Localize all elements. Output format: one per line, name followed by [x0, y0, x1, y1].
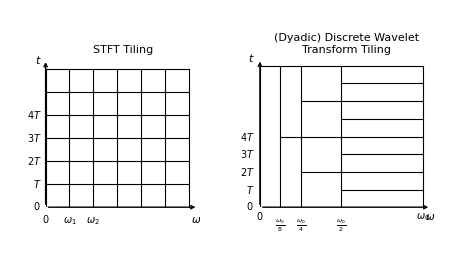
Text: $t$: $t$ [248, 52, 254, 64]
Text: $T$: $T$ [33, 178, 42, 190]
Text: 0: 0 [256, 212, 263, 222]
Text: $t$: $t$ [35, 54, 42, 66]
Text: $\frac{\omega_0}{8}$: $\frac{\omega_0}{8}$ [274, 218, 285, 234]
Text: $\frac{\omega_0}{4}$: $\frac{\omega_0}{4}$ [295, 218, 305, 234]
Text: $\omega_2$: $\omega_2$ [86, 215, 100, 227]
Text: $\omega$: $\omega$ [424, 212, 435, 222]
Title: (Dyadic) Discrete Wavelet
Transform Tiling: (Dyadic) Discrete Wavelet Transform Tili… [273, 33, 418, 55]
Text: $4T$: $4T$ [27, 109, 42, 121]
Text: $3T$: $3T$ [239, 148, 254, 160]
Text: $2T$: $2T$ [27, 155, 42, 167]
Text: 0: 0 [246, 202, 252, 212]
Text: $T$: $T$ [246, 184, 254, 196]
Text: 0: 0 [42, 215, 49, 225]
Title: STFT Tiling: STFT Tiling [93, 45, 153, 55]
Text: 0: 0 [33, 202, 40, 212]
Text: $\omega_0$: $\omega_0$ [415, 212, 429, 224]
Text: $\omega$: $\omega$ [190, 215, 201, 225]
Text: $2T$: $2T$ [239, 166, 254, 178]
Text: $\omega_1$: $\omega_1$ [62, 215, 76, 227]
Text: $\frac{\omega_0}{2}$: $\frac{\omega_0}{2}$ [336, 218, 346, 234]
Text: $4T$: $4T$ [239, 131, 254, 142]
Text: $3T$: $3T$ [27, 132, 42, 144]
